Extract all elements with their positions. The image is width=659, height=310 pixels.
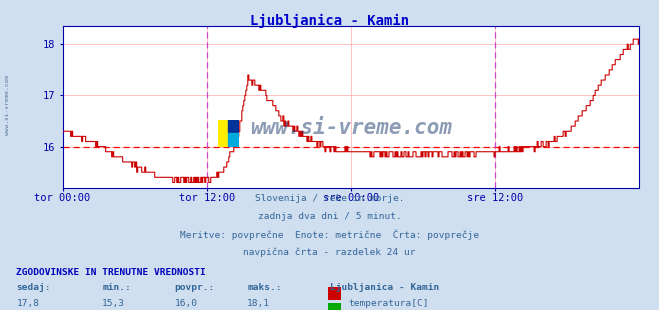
Bar xyxy=(228,120,239,133)
Text: 18,1: 18,1 xyxy=(247,299,270,308)
Text: ZGODOVINSKE IN TRENUTNE VREDNOSTI: ZGODOVINSKE IN TRENUTNE VREDNOSTI xyxy=(16,268,206,277)
Text: maks.:: maks.: xyxy=(247,283,281,292)
Text: Meritve: povprečne  Enote: metrične  Črta: povprečje: Meritve: povprečne Enote: metrične Črta:… xyxy=(180,230,479,240)
Text: navpična črta - razdelek 24 ur: navpična črta - razdelek 24 ur xyxy=(243,248,416,257)
Text: www.si-vreme.com: www.si-vreme.com xyxy=(250,118,452,138)
Text: Slovenija / reke in morje.: Slovenija / reke in morje. xyxy=(255,194,404,203)
Text: www.si-vreme.com: www.si-vreme.com xyxy=(5,75,11,135)
Text: 16,0: 16,0 xyxy=(175,299,198,308)
Text: sedaj:: sedaj: xyxy=(16,283,51,292)
Text: 17,8: 17,8 xyxy=(16,299,40,308)
Text: Ljubljanica - Kamin: Ljubljanica - Kamin xyxy=(250,14,409,28)
Bar xyxy=(217,120,228,147)
Bar xyxy=(228,133,239,147)
Text: Ljubljanica - Kamin: Ljubljanica - Kamin xyxy=(330,283,439,292)
Text: temperatura[C]: temperatura[C] xyxy=(348,299,428,308)
Text: min.:: min.: xyxy=(102,283,131,292)
Text: 15,3: 15,3 xyxy=(102,299,125,308)
Text: povpr.:: povpr.: xyxy=(175,283,215,292)
Text: zadnja dva dni / 5 minut.: zadnja dva dni / 5 minut. xyxy=(258,212,401,221)
